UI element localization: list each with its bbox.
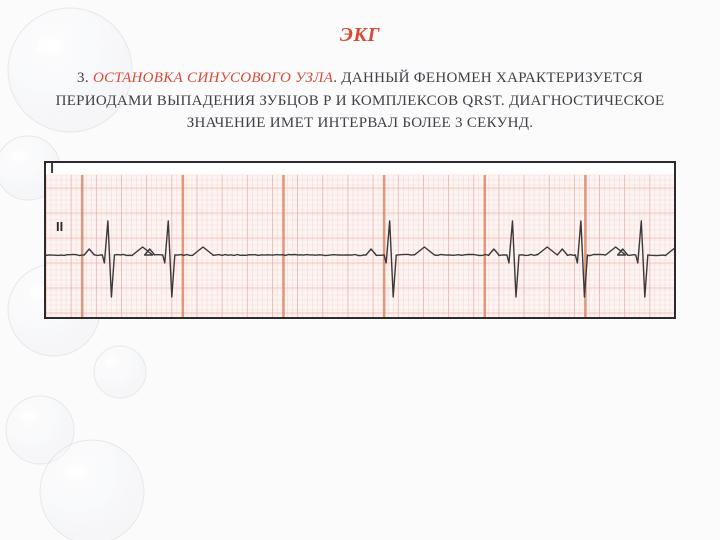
slide: ЭКГ 3. ОСТАНОВКА СИНУСОВОГО УЗЛА. ДАННЫЙ…: [0, 0, 720, 540]
ecg-svg: [46, 163, 674, 317]
ecg-lead-label: II: [56, 219, 63, 234]
slide-body: 3. ОСТАНОВКА СИНУСОВОГО УЗЛА. ДАННЫЙ ФЕН…: [44, 67, 676, 135]
body-prefix: 3.: [77, 70, 93, 86]
slide-title: ЭКГ: [44, 24, 676, 47]
body-emphasis: ОСТАНОВКА СИНУСОВОГО УЗЛА: [93, 70, 333, 86]
ecg-panel: II: [44, 161, 676, 319]
